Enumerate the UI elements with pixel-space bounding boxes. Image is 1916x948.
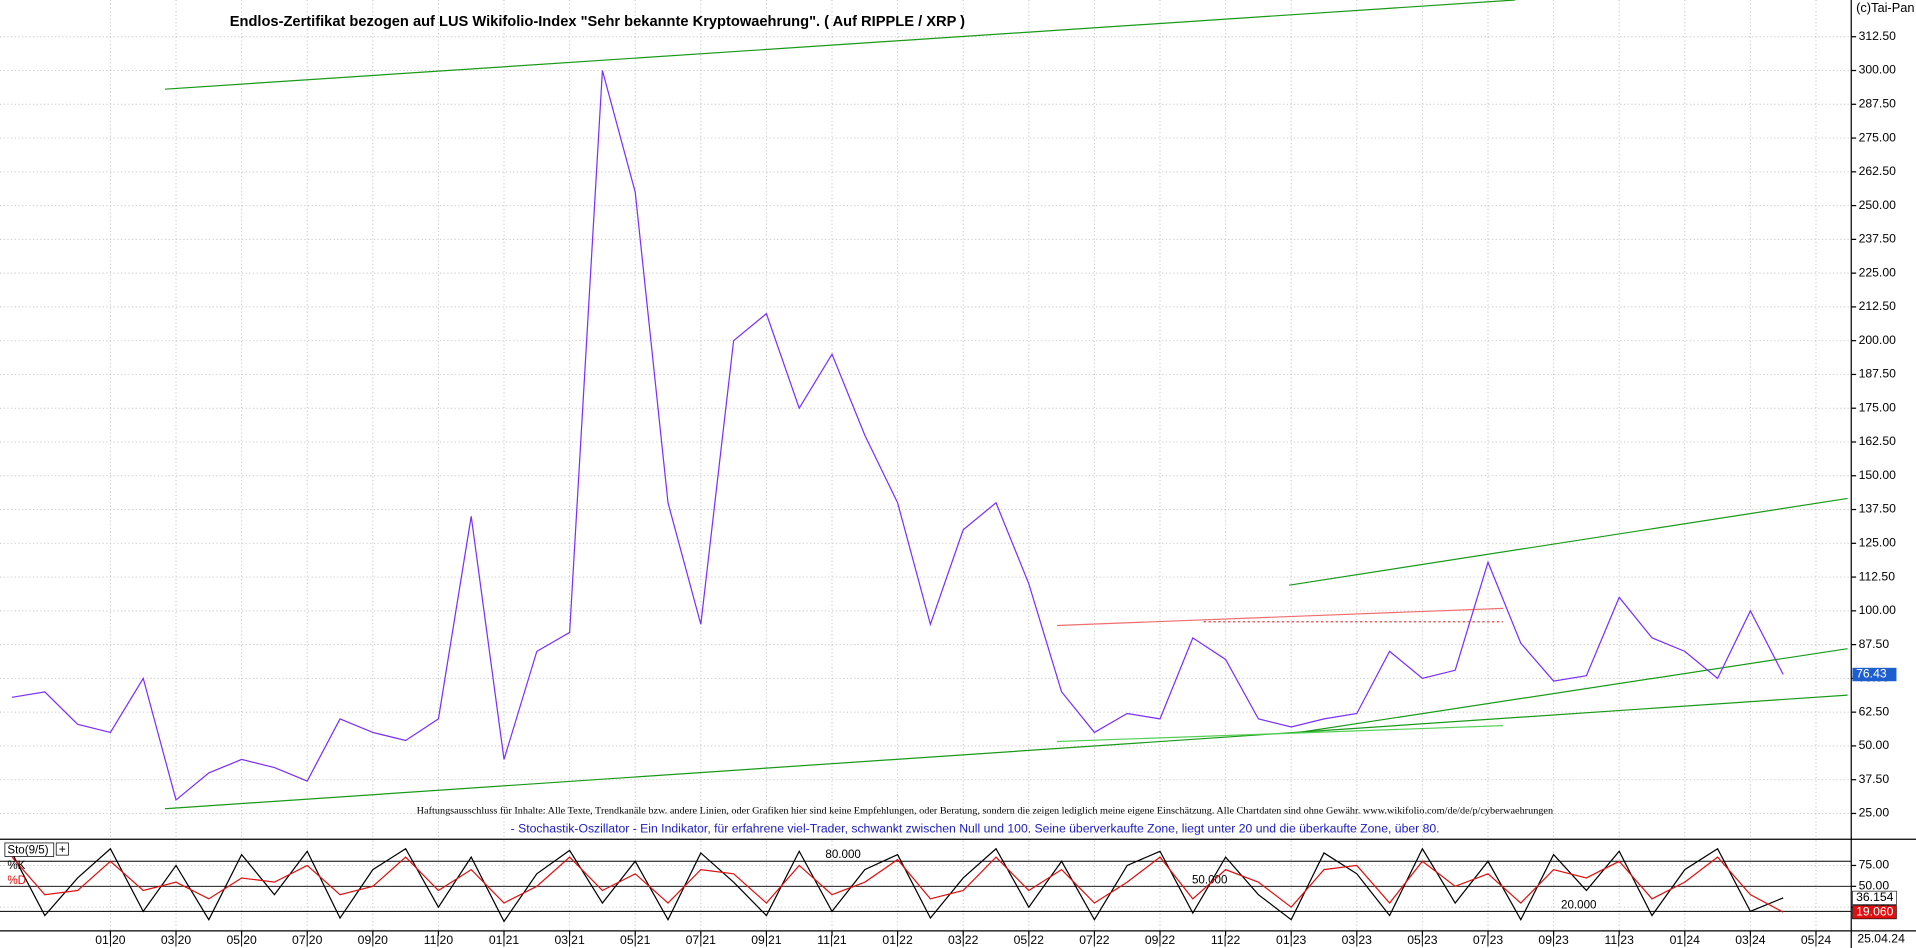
x-tick-label: 07|22 [1079,933,1110,947]
x-tick-label: 01|20 [95,933,126,947]
reference-label: 80.000 [825,848,860,861]
y-tick-label: 237.50 [1859,232,1897,246]
x-tick-label: 09|23 [1538,933,1569,947]
x-tick-label: 01|23 [1276,933,1307,947]
y-tick-label: 175.00 [1859,400,1897,414]
last-value-box [1852,890,1897,905]
x-tick-label: 03|22 [948,933,979,947]
series-line [11,856,1784,913]
y-tick-label: 50.00 [1859,879,1890,893]
legend-entry: %D [7,874,26,887]
x-tick-label: 01|21 [489,933,520,947]
y-tick-label: 187.50 [1859,367,1897,381]
y-tick-label: 25.00 [1859,806,1890,820]
last-value-label: 19.060 [1856,904,1894,918]
y-tick-label: 75.00 [1859,858,1890,872]
grid-top [0,0,1852,839]
y-tick-label: 250.00 [1859,198,1897,212]
y-tick-label: 287.50 [1859,97,1897,111]
x-tick-label: 05|24 [1801,933,1832,947]
last-value-box [1852,667,1897,682]
y-tick-label: 62.50 [1859,704,1890,718]
y-tick-label: 275.00 [1859,130,1897,144]
x-tick-label: 05|23 [1407,933,1438,947]
x-tick-label: 05|22 [1014,933,1045,947]
x-tick-label: 11|22 [1211,933,1241,947]
x-tick-label: 05|20 [226,933,257,947]
indicator-box [4,842,55,857]
x-tick-label: 09|22 [1145,933,1176,947]
y-tick-label: 162.50 [1859,434,1897,448]
x-tick-label: 07|23 [1473,933,1504,947]
x-tick-label: 03|21 [554,933,585,947]
y-tick-label: 112.50 [1859,569,1896,583]
expand-button[interactable] [55,842,69,856]
trend-line [164,0,1516,90]
copyright: (c)Tai-Pan [1856,0,1914,15]
expand-icon[interactable]: + [59,842,66,856]
trend-line [164,694,1848,810]
x-tick-label: 07|20 [292,933,323,947]
x-tick-label: 09|21 [751,933,782,947]
y-tick-label: 200.00 [1859,333,1897,347]
trend-line [1056,725,1504,743]
x-tick-label: 01|22 [882,933,913,947]
y-tick-label: 100.00 [1859,603,1897,617]
y-tick-label: 225.00 [1859,265,1897,279]
x-tick-label: 03|24 [1735,933,1766,947]
chart-title: Endlos-Zertifikat bezogen auf LUS Wikifo… [230,14,965,30]
x-tick-label: 11|21 [817,933,847,947]
y-tick-label: 212.50 [1859,299,1897,313]
trend-lines [164,0,1848,810]
y-tick-label: 87.50 [1859,637,1890,651]
trend-line [1295,648,1848,734]
series-line [11,847,1784,923]
disclaimer: Haftungsausschluss für Inhalte: Alle Tex… [417,805,1554,816]
x-tick-label: 07|21 [686,933,717,947]
y-tick-label: 50.00 [1859,738,1890,752]
date-label: 25.04.24 [1857,932,1905,946]
x-tick-label: 03|23 [1342,933,1373,947]
y-tick-label: 125.00 [1859,536,1897,550]
x-tick-label: 11|20 [424,933,454,947]
subtitle: - Stochastik-Oszillator - Ein Indikator,… [511,822,1440,836]
x-tick-label: 01|24 [1670,933,1701,947]
y-tick-label: 300.00 [1859,63,1897,77]
indicator-label: Sto(9/5) [7,843,48,856]
series-line [11,70,1784,802]
y-tick-label: 37.50 [1859,772,1890,786]
legend-entry: %K [7,859,25,872]
last-value-label: 36.154 [1856,890,1894,904]
x-tick-label: 05|21 [620,933,651,947]
y-tick-label: 312.50 [1859,29,1897,43]
reference-label: 20.000 [1561,898,1596,911]
y-tick-label: 150.00 [1859,468,1897,482]
last-value-box [1852,905,1897,920]
price-plot [11,70,1784,802]
y-tick-label: 262.50 [1859,164,1897,178]
resistance-line [1056,607,1504,627]
y-tick-label: 137.50 [1859,502,1897,516]
x-tick-label: 11|23 [1604,933,1634,947]
x-tick-label: 09|20 [358,933,389,947]
x-tick-label: 03|20 [161,933,192,947]
trend-line [1289,497,1848,586]
last-value-label: 76.43 [1856,667,1887,681]
